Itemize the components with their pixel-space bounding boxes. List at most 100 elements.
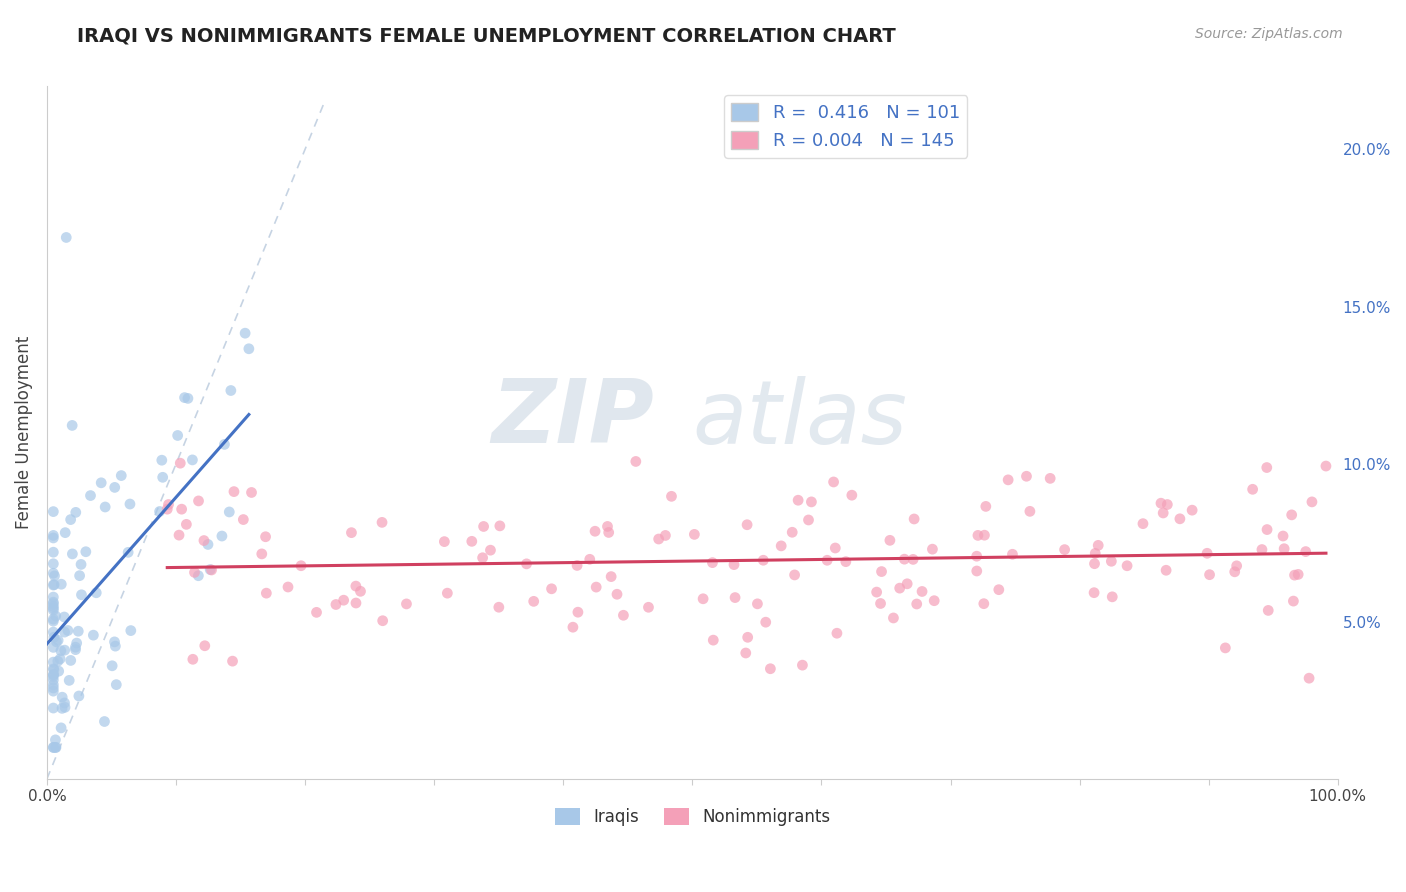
Point	[49, 652, 72, 666]
Point	[1315, 458, 1337, 473]
Point	[1039, 471, 1062, 485]
Point	[1301, 495, 1323, 509]
Point	[45, 635, 67, 649]
Legend: Iraqis, Nonimmigrants: Iraqis, Nonimmigrants	[548, 801, 837, 833]
Point	[42, 678, 65, 692]
Point	[250, 547, 273, 561]
Point	[815, 553, 838, 567]
Point	[737, 630, 759, 644]
Point	[60, 547, 83, 561]
Point	[221, 654, 243, 668]
Point	[1053, 542, 1076, 557]
Point	[53, 700, 76, 714]
Point	[42, 531, 65, 545]
Point	[841, 488, 863, 502]
Point	[1132, 516, 1154, 531]
Point	[90, 475, 112, 490]
Point	[240, 485, 263, 500]
Point	[1281, 508, 1303, 522]
Point	[1152, 506, 1174, 520]
Point	[1099, 554, 1122, 568]
Point	[65, 640, 87, 655]
Point	[44, 740, 66, 755]
Point	[42, 630, 65, 644]
Point	[105, 678, 128, 692]
Point	[1087, 538, 1109, 552]
Point	[305, 606, 328, 620]
Point	[905, 597, 928, 611]
Point	[472, 519, 495, 533]
Point	[49, 721, 72, 735]
Point	[702, 633, 724, 648]
Point	[200, 563, 222, 577]
Text: Source: ZipAtlas.com: Source: ZipAtlas.com	[1195, 27, 1343, 41]
Point	[1156, 498, 1178, 512]
Point	[371, 516, 394, 530]
Point	[152, 470, 174, 484]
Point	[53, 525, 76, 540]
Point	[598, 525, 620, 540]
Point	[42, 625, 65, 640]
Point	[654, 528, 676, 542]
Point	[42, 595, 65, 609]
Point	[219, 384, 242, 398]
Point	[67, 624, 90, 639]
Point	[987, 582, 1010, 597]
Point	[42, 655, 65, 669]
Point	[44, 732, 66, 747]
Point	[800, 495, 823, 509]
Point	[523, 594, 546, 608]
Point	[42, 669, 65, 683]
Point	[194, 639, 217, 653]
Point	[48, 664, 70, 678]
Point	[157, 498, 180, 512]
Point	[1272, 529, 1295, 543]
Point	[254, 530, 277, 544]
Point	[42, 614, 65, 628]
Point	[1298, 671, 1320, 685]
Point	[42, 740, 65, 755]
Point	[58, 673, 80, 688]
Point	[150, 453, 173, 467]
Point	[42, 640, 65, 655]
Point	[51, 690, 73, 705]
Point	[104, 480, 127, 494]
Point	[53, 696, 76, 710]
Point	[344, 579, 367, 593]
Point	[433, 534, 456, 549]
Point	[747, 597, 769, 611]
Point	[770, 539, 793, 553]
Point	[967, 528, 990, 542]
Point	[596, 519, 619, 533]
Point	[585, 580, 607, 594]
Point	[612, 608, 634, 623]
Point	[84, 586, 107, 600]
Point	[42, 663, 65, 677]
Point	[724, 591, 747, 605]
Point	[997, 473, 1019, 487]
Point	[53, 610, 76, 624]
Point	[835, 555, 858, 569]
Point	[187, 494, 209, 508]
Point	[277, 580, 299, 594]
Point	[42, 578, 65, 592]
Point	[187, 568, 209, 582]
Point	[1083, 557, 1105, 571]
Point	[42, 612, 65, 626]
Point	[647, 532, 669, 546]
Point	[870, 565, 893, 579]
Point	[42, 673, 65, 687]
Point	[82, 628, 104, 642]
Point	[1116, 558, 1139, 573]
Point	[966, 549, 988, 564]
Point	[181, 652, 204, 666]
Point	[911, 584, 934, 599]
Text: ZIP: ZIP	[491, 376, 654, 462]
Point	[540, 582, 562, 596]
Point	[479, 543, 502, 558]
Point	[1215, 640, 1237, 655]
Point	[882, 611, 904, 625]
Point	[238, 342, 260, 356]
Point	[156, 502, 179, 516]
Point	[1015, 469, 1038, 483]
